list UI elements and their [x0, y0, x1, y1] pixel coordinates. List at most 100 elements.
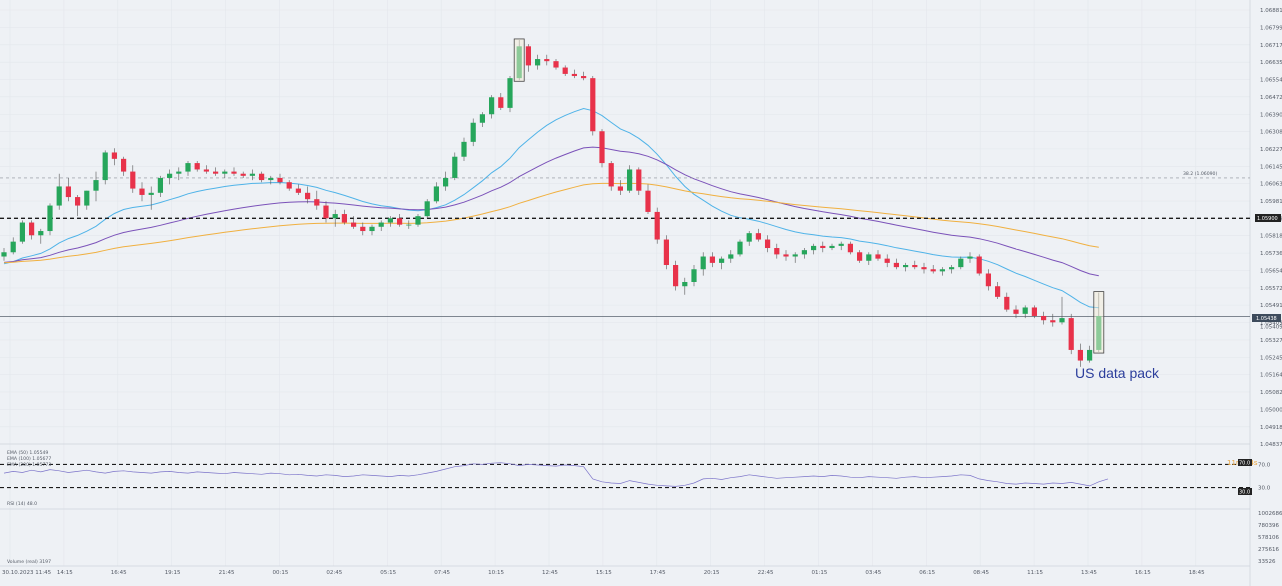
candle-body [958, 258, 964, 268]
time-tick-label: 16:45 [111, 570, 127, 576]
time-tick-label: 02:45 [326, 570, 342, 576]
candle-body [452, 156, 458, 178]
price-tick-label: 1.06554 [1260, 77, 1282, 83]
candle-body [84, 190, 90, 206]
candle-body [581, 76, 587, 79]
candle-body [47, 205, 53, 232]
candle-body [820, 245, 826, 249]
price-tick-label: 1.06145 [1260, 164, 1282, 170]
candle-body [415, 216, 421, 225]
price-tick-label: 1.06799 [1260, 25, 1282, 31]
candle-body [811, 245, 817, 251]
candle-body [673, 265, 679, 287]
level-badge-text: 1.05900 [1257, 216, 1278, 222]
ema-100-line [3, 146, 1099, 277]
candle-body [249, 173, 255, 176]
candle-body [167, 173, 173, 178]
candle-body [397, 218, 403, 225]
candle-body [544, 59, 550, 62]
time-tick-label: 30.10.2023 11:45 [2, 570, 52, 576]
candle-body [305, 192, 311, 200]
candle-body [498, 97, 504, 108]
candle-body [461, 141, 467, 157]
ema-lines [3, 107, 1099, 309]
candle-body [157, 177, 163, 193]
candle-body [627, 169, 633, 191]
time-tick-label: 12:45 [542, 570, 558, 576]
time-tick-label: 08:45 [973, 570, 989, 576]
time-tick-label: 14:15 [57, 570, 73, 576]
price-tick-label: 1.06227 [1260, 147, 1282, 153]
candle-body [19, 222, 25, 242]
price-tick-label: 1.05164 [1260, 373, 1282, 379]
candle-body [489, 97, 495, 115]
candle-body [1068, 318, 1074, 350]
candle-body [507, 78, 513, 108]
time-tick-label: 20:15 [704, 570, 720, 576]
time-tick-label: 10:15 [488, 570, 504, 576]
volume-tick-label: 275616 [1258, 547, 1279, 553]
ema-200-line [3, 182, 1099, 264]
time-tick-label: 11:15 [1027, 570, 1043, 576]
price-tick-label: 1.05736 [1260, 251, 1282, 257]
candle-body [194, 163, 200, 170]
candle-body [1, 252, 7, 257]
ema-50-line [3, 107, 1099, 309]
candle-body [1087, 349, 1093, 361]
candle-body [838, 243, 844, 246]
time-tick-label: 18:45 [1189, 570, 1205, 576]
price-tick-label: 1.05654 [1260, 269, 1282, 275]
candle-body [378, 222, 384, 227]
price-tick-label: 1.06635 [1260, 60, 1282, 66]
candle-body [111, 152, 117, 159]
candle-body [728, 254, 734, 259]
candle-body [10, 241, 16, 253]
candle-body [479, 114, 485, 123]
candle-body [967, 256, 973, 259]
candle-body [176, 171, 182, 174]
candle-body [332, 214, 338, 219]
candle-body [314, 199, 320, 206]
time-tick-label: 07:45 [434, 570, 450, 576]
candle-body [29, 222, 35, 236]
time-tick-label: 16:15 [1135, 570, 1151, 576]
candle-body [866, 254, 872, 261]
highlight-box-last [1093, 291, 1105, 354]
candle-body [590, 78, 596, 132]
rsi-label: RSI (14) 48.0 [7, 501, 37, 507]
candle-body [719, 258, 725, 263]
rsi-panel [0, 462, 1250, 489]
candle-body [231, 171, 237, 174]
candle-body [737, 241, 743, 255]
candle-body [636, 169, 642, 191]
price-tick-label: 1.06308 [1260, 130, 1282, 136]
candle-body [1022, 307, 1028, 314]
candle-body [93, 180, 99, 191]
highlight-box-peak [513, 38, 525, 82]
candle-body [562, 67, 568, 74]
grid [0, 0, 1251, 586]
time-tick-label: 22:45 [758, 570, 774, 576]
rsi-badge-30-text: 30.0 [1239, 490, 1250, 496]
candle-body [553, 61, 559, 68]
price-tick-current: 1.05409 [1260, 325, 1282, 331]
price-tick-label: 1.06472 [1260, 95, 1282, 101]
price-badge-level: 1.05900 [1255, 214, 1281, 222]
candle-body [921, 267, 927, 270]
candle-body [949, 267, 955, 270]
candle-body [801, 250, 807, 255]
candle-body [341, 214, 347, 223]
candle-body [406, 224, 412, 226]
candle-body [295, 188, 301, 193]
level-lines [0, 177, 1250, 317]
candle-body [875, 254, 881, 259]
candle-body [102, 152, 108, 181]
price-tick-label: 1.05327 [1260, 338, 1282, 344]
rsi-badge-70: 70.0 [1238, 459, 1252, 467]
candles [1, 38, 1105, 367]
candle-body [75, 197, 81, 206]
candle-body [1059, 318, 1065, 323]
candle-body [286, 182, 292, 189]
